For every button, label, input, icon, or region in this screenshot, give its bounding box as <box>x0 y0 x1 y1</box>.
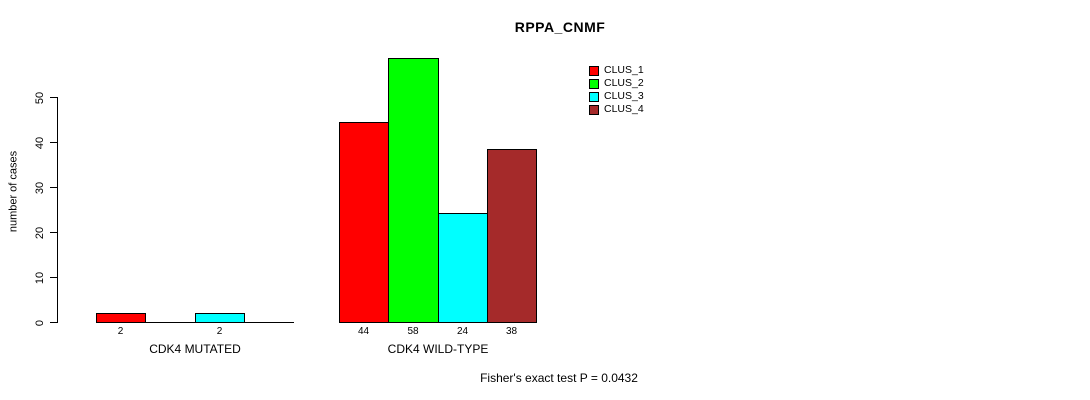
x-group-label: CDK4 WILD-TYPE <box>387 342 489 356</box>
y-axis-tick-label: 30 <box>34 181 46 195</box>
legend-swatch-clus_4 <box>589 104 599 115</box>
bar-value-label: 2 <box>117 326 124 337</box>
legend-item: CLUS_4 <box>589 103 644 116</box>
y-axis-tick <box>50 322 57 323</box>
y-axis-label: number of cases <box>7 150 20 233</box>
bar-value-label: 38 <box>505 326 518 337</box>
legend: CLUS_1 CLUS_2 CLUS_3 CLUS_4 <box>589 64 644 116</box>
bar-value-label: 58 <box>407 326 419 337</box>
legend-item: CLUS_3 <box>589 90 644 103</box>
legend-label: CLUS_2 <box>604 77 644 89</box>
chart-title: RPPA_CNMF <box>514 19 606 35</box>
legend-label: CLUS_1 <box>604 64 644 76</box>
legend-swatch-clus_1 <box>589 65 599 76</box>
y-axis-tick <box>50 187 57 188</box>
bar-clus_2-wildtype <box>388 58 439 323</box>
x-group-label: CDK4 MUTATED <box>149 342 241 356</box>
y-axis-tick-label: 10 <box>34 271 46 285</box>
bar-clus_3-wildtype <box>438 213 488 323</box>
y-axis-tick-label: 40 <box>34 136 46 150</box>
legend-label: CLUS_3 <box>604 90 644 102</box>
y-axis-tick <box>50 232 57 233</box>
y-axis-tick-label: 50 <box>34 91 46 105</box>
legend-swatch-clus_3 <box>589 91 599 102</box>
bar-clus_3-mutated <box>195 313 245 323</box>
y-axis-line <box>57 97 58 323</box>
bar-clus_1-mutated <box>96 313 146 323</box>
bar-clus_1-wildtype <box>339 122 389 323</box>
legend-item: CLUS_1 <box>589 64 644 77</box>
y-axis-tick <box>50 97 57 98</box>
y-axis-tick <box>50 142 57 143</box>
y-axis-tick <box>50 277 57 278</box>
bar-value-label: 2 <box>216 326 223 337</box>
legend-label: CLUS_4 <box>604 103 644 115</box>
bar-value-label: 44 <box>357 326 370 337</box>
legend-item: CLUS_2 <box>589 77 644 90</box>
bar-clus_4-wildtype <box>487 149 537 323</box>
y-axis-tick-label: 0 <box>34 319 46 327</box>
legend-swatch-clus_2 <box>589 78 599 89</box>
y-axis-tick-label: 20 <box>34 226 46 240</box>
fisher-test-annotation: Fisher's exact test P = 0.0432 <box>480 371 638 385</box>
bar-value-label: 24 <box>456 326 469 337</box>
